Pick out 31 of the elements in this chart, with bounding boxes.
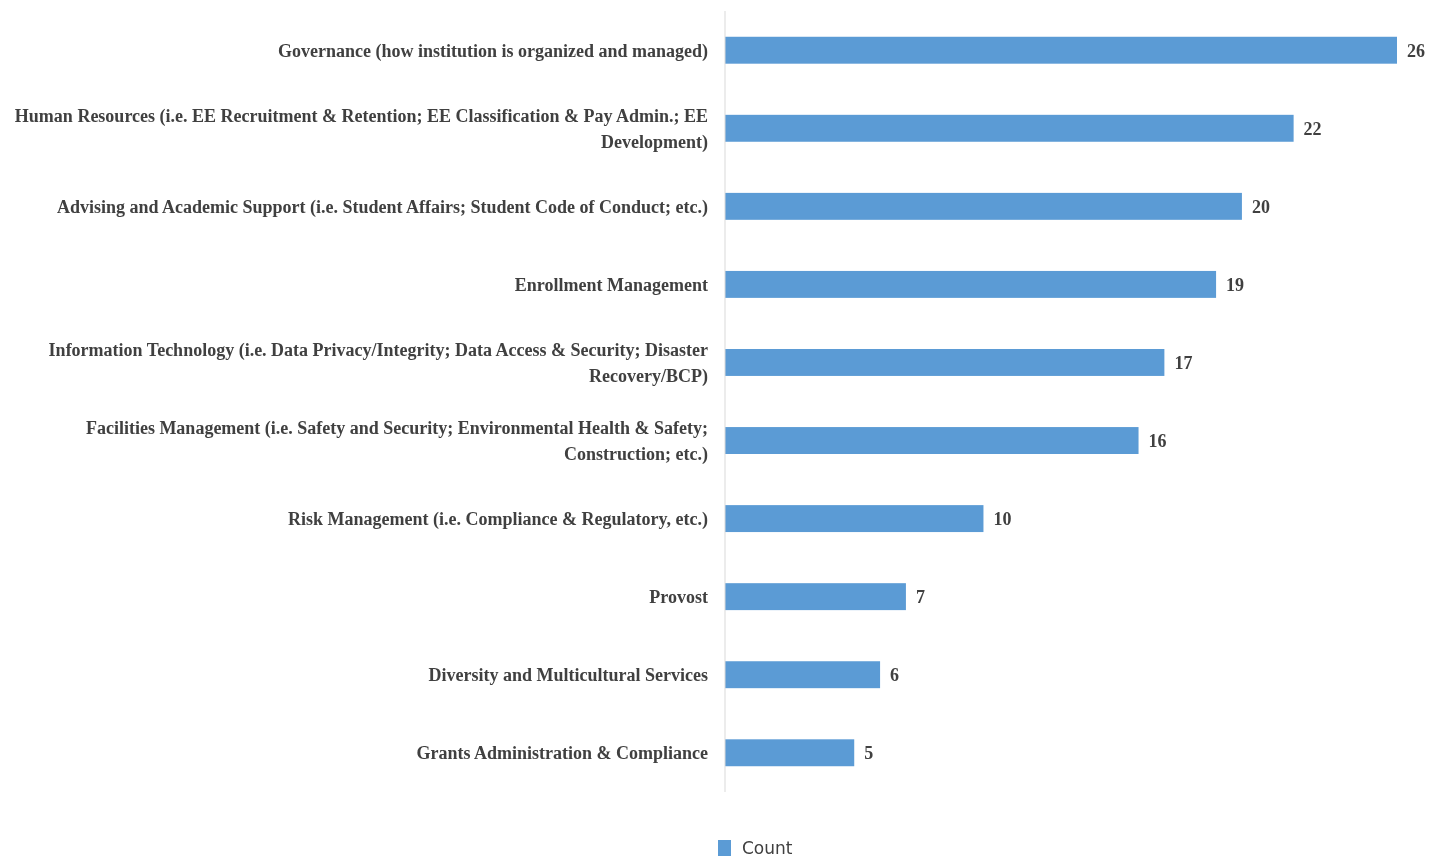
y-tick-label: Grants Administration & Compliance (416, 743, 708, 764)
y-tick-label: Governance (how institution is organized and managed) (277, 40, 708, 62)
data-label: 26 (1407, 40, 1425, 61)
data-label: 20 (1251, 196, 1270, 217)
y-tick-label: Human Resources (i.e. EE Recruitment & Retention; EE Classification & Pay Admin.; EE Development) (14, 105, 708, 153)
bar (725, 114, 1294, 142)
data-label: 10 (993, 508, 1012, 529)
data-label: 7 (915, 586, 925, 607)
data-label: 17 (1174, 352, 1193, 373)
data-label: 5 (864, 743, 874, 764)
bar (725, 739, 855, 767)
bar (725, 427, 1139, 454)
data-label: 6 (890, 665, 900, 686)
bar (725, 349, 1165, 376)
data-label: 19 (1226, 274, 1245, 295)
bar (725, 36, 1397, 64)
y-tick-label: Information Technology (i.e. Data Privacy/Integrity; Data Access & Security; Disaster Recovery/BCP) (48, 339, 709, 387)
data-label: 22 (1303, 118, 1322, 139)
y-tick-label: Risk Management (i.e. Compliance & Regulatory, etc.) (288, 508, 708, 530)
bar (725, 270, 1217, 298)
legend-label: Count (742, 837, 793, 858)
y-tick-label: Diversity and Multicultural Services (428, 665, 708, 686)
bar (725, 661, 881, 689)
data-label: 16 (1148, 430, 1167, 451)
y-tick-label: Provost (649, 586, 708, 607)
bar (725, 505, 984, 533)
y-tick-label: Advising and Academic Support (i.e. Student Affairs; Student Code of Conduct; etc.) (56, 196, 708, 218)
bar (725, 192, 1242, 220)
bar (725, 583, 906, 611)
y-tick-label: Facilities Management (i.e. Safety and Security; Environmental Health & Safety; Construction; etc.) (85, 417, 708, 465)
y-tick-label: Enrollment Management (514, 274, 708, 295)
